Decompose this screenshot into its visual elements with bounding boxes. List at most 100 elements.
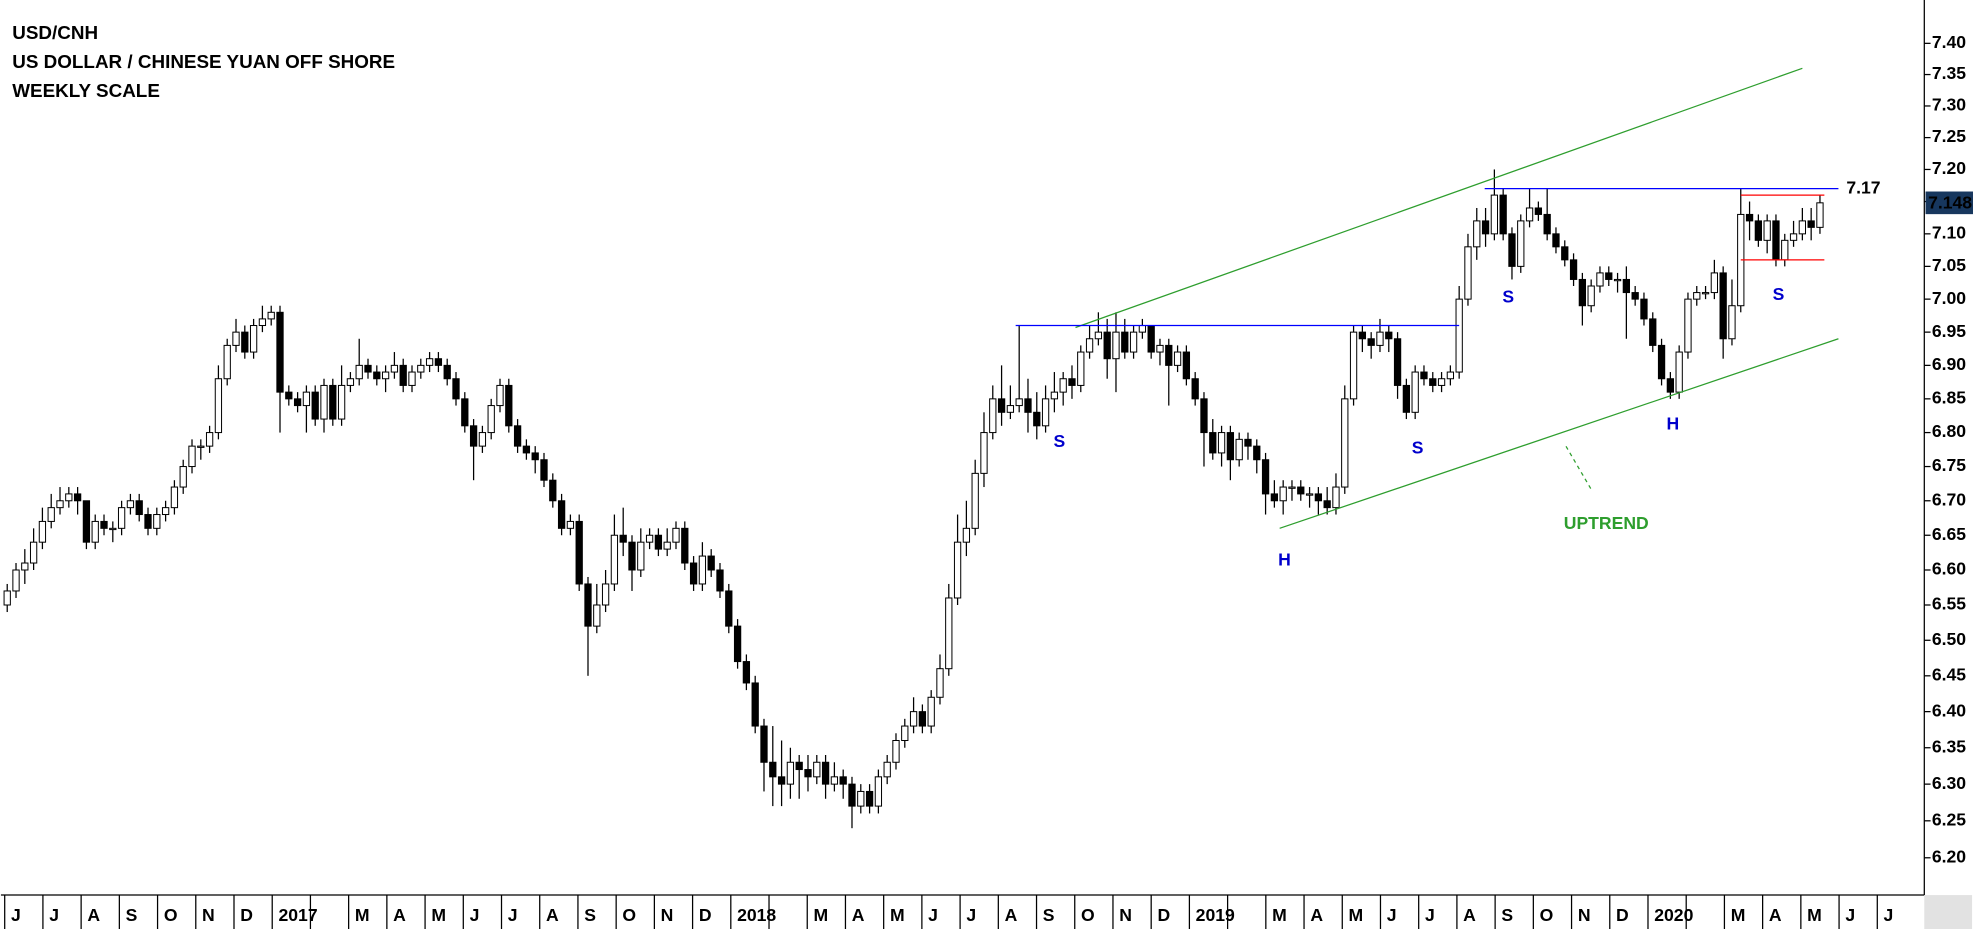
candle-body [188, 445, 196, 468]
x-tick-label: D [1616, 905, 1629, 925]
candle-body [804, 769, 812, 778]
x-tick-label: 2019 [1196, 905, 1235, 925]
candle-body [170, 486, 179, 509]
candle-body [1613, 278, 1622, 282]
candle-body [390, 364, 399, 373]
x-tick-label: A [393, 905, 406, 925]
candle-body [1587, 285, 1595, 307]
candle-body [769, 761, 777, 778]
candle-body [619, 534, 627, 543]
candle-body [100, 520, 108, 529]
candle-body [593, 604, 601, 627]
candle-body [980, 432, 988, 474]
x-tick-label: A [1310, 905, 1323, 925]
candle-body [1517, 220, 1525, 267]
y-tick-label: 7.40 [1932, 32, 1966, 52]
candle-body [1015, 398, 1023, 407]
candle-body [1367, 338, 1375, 346]
candle-body [1270, 493, 1279, 502]
candle-body [1525, 207, 1534, 222]
candle-body [1420, 371, 1428, 380]
candle-body [584, 583, 592, 627]
candle-body [1279, 486, 1287, 502]
candle-body [522, 445, 531, 454]
candle-body [1349, 331, 1358, 400]
candle-body [716, 569, 724, 592]
candle-body [672, 527, 680, 543]
y-tick-label: 6.95 [1932, 321, 1966, 341]
candle-body [1121, 331, 1129, 353]
candle-body [1772, 220, 1780, 261]
candle-body [777, 776, 786, 785]
x-tick-label: A [1005, 905, 1018, 925]
x-tick-label: S [1043, 905, 1055, 925]
candle-body [1129, 331, 1138, 353]
candle-body [469, 425, 478, 447]
candle-body [496, 384, 504, 407]
candle-body [760, 725, 768, 763]
x-tick-label: J [1387, 905, 1397, 925]
candle-body [311, 391, 319, 420]
candle-body [487, 405, 495, 434]
candle-body [654, 534, 663, 550]
candle-body [267, 311, 275, 320]
candle-body [1033, 411, 1041, 427]
candle-body [205, 432, 214, 447]
candle-body [1041, 398, 1050, 427]
x-tick-label: J [49, 905, 59, 925]
channel-line [1075, 67, 1803, 329]
x-tick-label: 2018 [737, 905, 776, 925]
candle-body [38, 520, 47, 543]
candle-body [1631, 292, 1639, 300]
candle-body [1789, 233, 1798, 241]
y-tick-label: 7.05 [1932, 255, 1966, 275]
trend-pointer [1565, 445, 1593, 492]
candle-body [1261, 459, 1270, 495]
candle-body [73, 493, 82, 502]
candle-body [381, 371, 390, 380]
candle-body [901, 725, 909, 742]
candle-body [1534, 207, 1543, 215]
candle-body [1077, 351, 1085, 386]
candle-body [249, 325, 258, 353]
candle-body [1156, 344, 1164, 353]
candle-body [223, 344, 231, 380]
candle-body [91, 520, 99, 543]
candle-body [21, 562, 29, 571]
candle-body [1165, 344, 1173, 366]
candle-body [1200, 398, 1208, 434]
candle-body [848, 783, 856, 807]
candle-body [1103, 331, 1111, 360]
candle-body [302, 391, 311, 407]
axis-corner [1924, 895, 1973, 929]
candle-body [364, 364, 372, 373]
x-tick-label: M [814, 905, 829, 925]
candle-body [1429, 378, 1437, 386]
x-tick-label: A [1463, 905, 1476, 925]
x-tick-label: D [240, 905, 253, 925]
x-tick-label: M [431, 905, 446, 925]
candle-body [285, 391, 293, 400]
y-tick-label: 6.45 [1932, 664, 1966, 684]
candle-body [1649, 318, 1657, 346]
candle-body [505, 384, 513, 427]
candle-body [1226, 432, 1235, 461]
candle-body [1605, 272, 1613, 280]
candle-body [1684, 298, 1692, 353]
x-tick-label: S [1501, 905, 1513, 925]
candle-body [1112, 331, 1120, 360]
x-tick-label: M [1807, 905, 1822, 925]
candle-body [909, 711, 918, 727]
candle-body [821, 761, 830, 785]
candle-body [29, 541, 38, 564]
x-tick-label: O [164, 905, 178, 925]
candle-body [1411, 371, 1419, 413]
candle-body [1059, 378, 1067, 393]
pattern-label: S [1412, 437, 1424, 457]
candle-body [478, 432, 487, 447]
candle-body [197, 445, 205, 448]
candle-body [1138, 325, 1147, 333]
candle-body [1217, 432, 1226, 454]
x-tick-label: O [1081, 905, 1095, 925]
candle-body [461, 398, 469, 427]
